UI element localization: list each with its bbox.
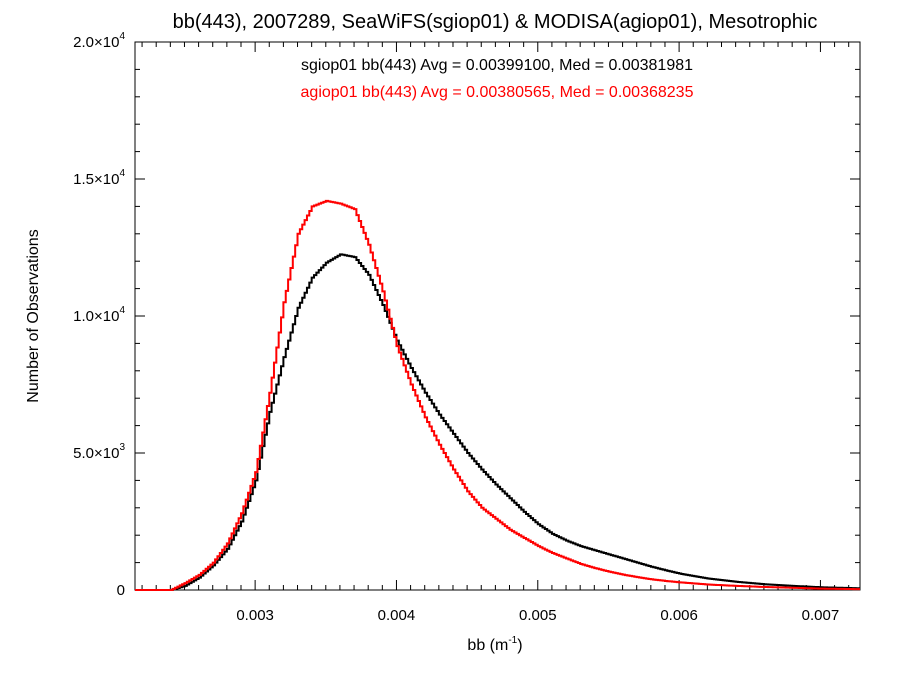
x-tick-label: 0.006	[660, 607, 698, 624]
y-tick-label: 5.0×103	[73, 442, 125, 462]
y-tick-label-base: 1.5×10	[73, 171, 119, 188]
y-tick-label-base: 2.0×10	[73, 34, 119, 51]
y-tick-label: 2.0×104	[73, 31, 125, 51]
x-axis-label-suffix: )	[517, 637, 522, 654]
agiop01-histogram-line	[135, 199, 860, 591]
x-tick-label: 0.005	[519, 607, 557, 624]
y-tick-label: 0	[117, 582, 125, 599]
y-tick-label-base: 5.0×10	[73, 445, 119, 462]
x-axis-label-text: bb (m	[467, 637, 508, 654]
x-axis-label-superscript: -1	[508, 635, 517, 646]
y-tick-label-base: 0	[117, 582, 125, 599]
x-axis-ticks: 0.003 0.004 0.005 0.006 0.007	[141, 42, 850, 624]
series-layer	[135, 199, 860, 591]
chart-title: bb(443), 2007289, SeaWiFS(sgiop01) & MOD…	[173, 11, 818, 33]
sgiop01-histogram-line	[135, 253, 860, 591]
x-axis-label: bb (m-1)	[467, 635, 522, 654]
y-tick-label-exponent: 4	[119, 31, 125, 42]
x-tick-label: 0.004	[378, 607, 416, 624]
y-tick-label: 1.5×104	[73, 168, 125, 188]
y-tick-label-exponent: 3	[119, 442, 125, 453]
y-tick-label-exponent: 4	[119, 168, 125, 179]
agiop01-stats-annotation: agiop01 bb(443) Avg = 0.00380565, Med = …	[301, 84, 694, 101]
y-tick-label-exponent: 4	[119, 305, 125, 316]
sgiop01-stats-annotation: sgiop01 bb(443) Avg = 0.00399100, Med = …	[301, 57, 693, 74]
x-tick-label: 0.003	[236, 607, 274, 624]
y-axis-label: Number of Observations	[25, 229, 42, 402]
x-tick-label: 0.007	[802, 607, 840, 624]
y-tick-label-base: 1.0×10	[73, 308, 119, 325]
y-tick-label: 1.0×104	[73, 305, 125, 325]
